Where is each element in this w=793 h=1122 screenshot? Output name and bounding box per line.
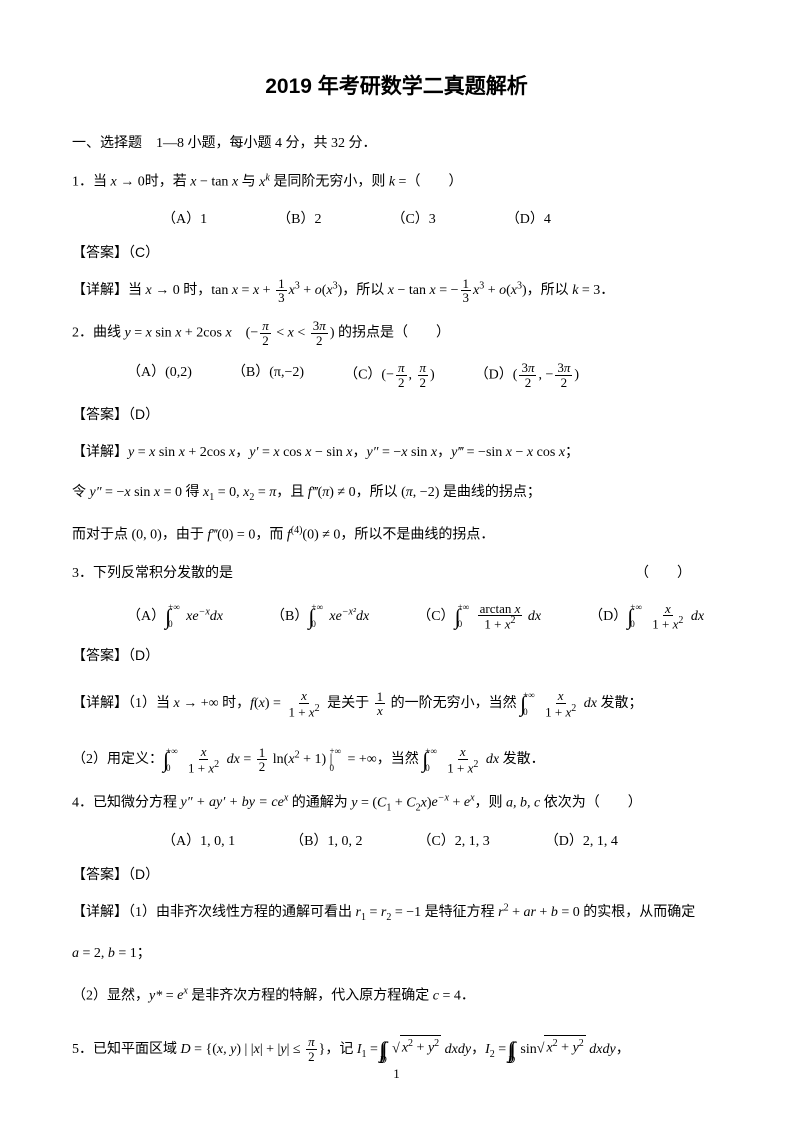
q4-opt-a: （A）1, 0, 1 [162, 830, 235, 850]
q4-answer: 【答案】（D） [72, 864, 721, 884]
q3-stem: 3．下列反常积分发散的是 （ ） [72, 563, 721, 585]
q1-detail-prefix: 【详解】 [72, 281, 128, 297]
q3-detail-prefix: 【详解】 [72, 694, 128, 710]
q1-detail: 【详解】当 x → 0 时，tan x = x + 13x3 + o(x3)，所… [72, 276, 721, 305]
q1-prefix: 1．当 [72, 175, 111, 190]
q3-answer: 【答案】（D） [72, 645, 721, 665]
q2-opt-b: （B）(π,−2) [232, 361, 304, 389]
q2-stem: 2．曲线 y = x sin x + 2cos x (−π2 < x < 3π2… [72, 319, 721, 347]
q1-options: （A）1 （B）2 （C）3 （D）4 [72, 208, 721, 228]
q5-prefix: 5．已知平面区域 [72, 1042, 181, 1057]
q3-options: （A）∫+∞0 xe−xdx （B）∫+∞0 xe−x²dx （C）∫+∞0 a… [72, 600, 721, 632]
q4-detail-prefix: 【详解】 [72, 903, 128, 919]
q1-stem: 1．当 x → 0时，若 x − tan x 与 xk 是同阶无穷小，则 k =… [72, 170, 721, 194]
q1-opt-b: （B）2 [277, 208, 321, 228]
q4-detail-2: （2）显然，y* = ex 是非齐次方程的特解，代入原方程确定 c = 4． [72, 982, 721, 1010]
q3-text: 3．下列反常积分发散的是 [72, 566, 233, 581]
q4-detail-1b: a = 2, b = 1； [72, 941, 721, 968]
q4-detail-1: 【详解】（1）由非齐次线性方程的通解可看出 r1 = r2 = −1 是特征方程… [72, 898, 721, 927]
q2-detail-prefix: 【详解】 [72, 443, 128, 459]
q1-opt-c: （C）3 [391, 208, 435, 228]
q2-prefix: 2．曲线 [72, 325, 125, 340]
page-title: 2019 年考研数学二真题解析 [72, 70, 721, 100]
q4-opt-c: （C）2, 1, 3 [417, 830, 489, 850]
q1-opt-a: （A）1 [162, 208, 207, 228]
q4-stem: 4．已知微分方程 y″ + ay′ + by = cex 的通解为 y = (C… [72, 791, 721, 816]
q3-opt-c: （C）∫+∞0 arctan x1 + x2 dx [417, 600, 541, 632]
q2-answer: 【答案】（D） [72, 404, 721, 424]
q3-detail-1: 【详解】（1）当 x → +∞ 时，f(x) = x1 + x2 是关于 1x … [72, 679, 721, 721]
q3-detail-2: （2）用定义：∫+∞0 x1 + x2 dx = 12 ln(x2 + 1) |… [72, 735, 721, 777]
q4-options: （A）1, 0, 1 （B）1, 0, 2 （C）2, 1, 3 （D）2, 1… [72, 830, 721, 850]
q3-opt-a: （A）∫+∞0 xe−xdx [127, 600, 223, 632]
q3-paren: （ ） [635, 563, 691, 585]
q2-options: （A）(0,2) （B）(π,−2) （C）(−π2, π2) （D）(3π2,… [72, 361, 721, 389]
q2-detail-2: 令 y″ = −x sin x = 0 得 x1 = 0, x2 = π，且 f… [72, 480, 721, 507]
q2-opt-d: （D）(3π2, −3π2) [475, 361, 579, 389]
q4-opt-d: （D）2, 1, 4 [545, 830, 618, 850]
q4-opt-b: （B）1, 0, 2 [290, 830, 362, 850]
page-number: 1 [0, 1066, 793, 1082]
section-header: 一、选择题 1—8 小题，每小题 4 分，共 32 分． [72, 132, 721, 152]
q4-prefix: 4．已知微分方程 [72, 795, 181, 810]
q3-opt-d: （D）∫+∞0 x1 + x2 dx [589, 600, 704, 632]
q2-opt-c: （C）(−π2, π2) [344, 361, 435, 389]
q1-answer: 【答案】（C） [72, 242, 721, 262]
q1-opt-d: （D）4 [506, 208, 551, 228]
q2-opt-a: （A）(0,2) [127, 361, 192, 389]
q5-stem: 5．已知平面区域 D = {(x, y) | |x| + |y| ≤ π2}，记… [72, 1028, 721, 1064]
q2-detail-1: 【详解】y = x sin x + 2cos x，y′ = x cos x − … [72, 438, 721, 467]
q2-detail-3: 而对于点 (0, 0)，由于 f‴(0) = 0，而 f(4)(0) ≠ 0，所… [72, 521, 721, 549]
q3-opt-b: （B）∫+∞0 xe−x²dx [271, 600, 369, 632]
